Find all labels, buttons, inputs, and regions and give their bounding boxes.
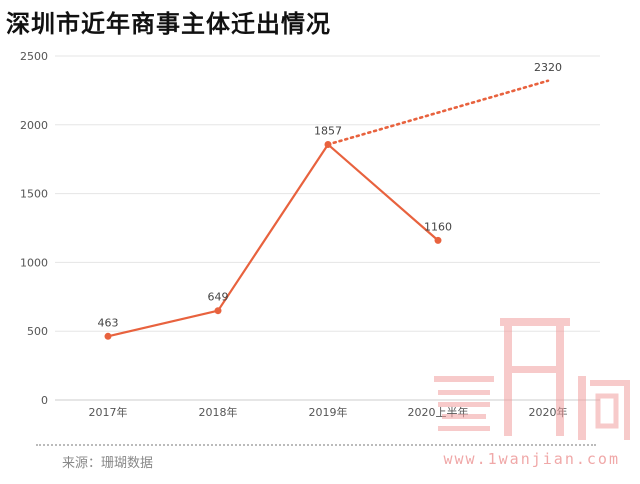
data-point [434, 236, 442, 244]
data-points [104, 140, 442, 340]
data-point [104, 332, 112, 340]
data-point [214, 307, 222, 315]
y-tick-label: 500 [27, 325, 48, 338]
series-line [107, 142, 439, 338]
data-point [324, 140, 332, 148]
data-label: 649 [208, 291, 229, 304]
data-label: 1857 [314, 124, 342, 137]
watermark-text: www.1wanjian.com [443, 450, 620, 468]
watermark-logo-icon [434, 318, 630, 440]
y-tick-label: 1000 [20, 256, 48, 269]
data-label: 1160 [424, 220, 452, 233]
x-tick-label: 2017年 [89, 405, 128, 419]
data-label: 463 [98, 316, 119, 329]
chart-title: 深圳市近年商事主体迁出情况 [6, 10, 331, 38]
y-tick-label: 0 [41, 394, 48, 407]
data-labels: 463 649 1857 1160 2320 [98, 61, 563, 330]
x-tick-label: 2018年 [199, 405, 238, 419]
y-tick-label: 1500 [20, 188, 48, 201]
source-note: 来源：珊瑚数据 [62, 456, 154, 471]
grid-lines [55, 55, 600, 401]
y-tick-label: 2500 [20, 50, 48, 63]
x-tick-label: 2019年 [309, 405, 348, 419]
y-tick-label: 2000 [20, 119, 48, 132]
projection-line [326, 79, 550, 146]
y-axis-ticks: 0 500 1000 1500 2000 2500 [20, 50, 48, 407]
source-divider [36, 444, 596, 446]
data-label: 2320 [534, 61, 562, 74]
series-lines [107, 79, 550, 338]
